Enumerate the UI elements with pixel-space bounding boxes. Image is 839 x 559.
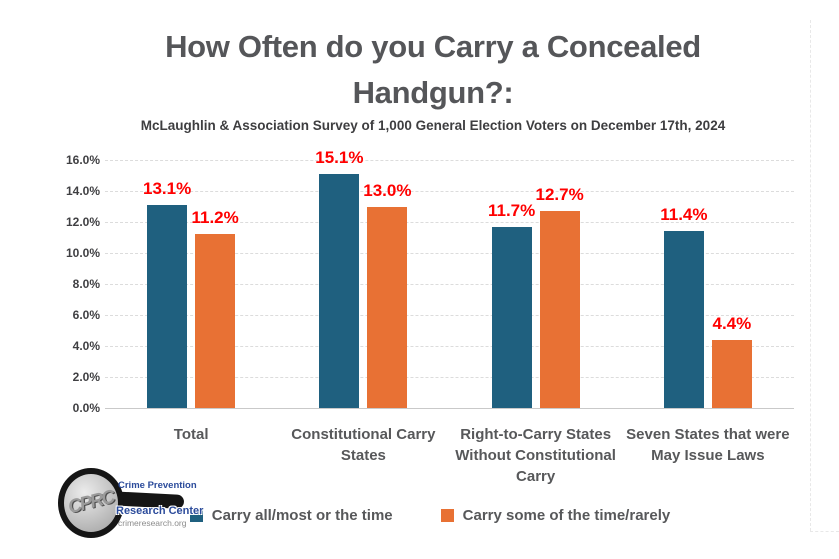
gridline bbox=[105, 191, 794, 192]
bar-series2: 13.0% bbox=[363, 181, 411, 408]
bar-series1: 13.1% bbox=[143, 179, 191, 408]
logo-org-line1: Crime Prevention bbox=[118, 480, 197, 491]
gridline bbox=[105, 408, 794, 409]
gridline bbox=[105, 160, 794, 161]
gridline bbox=[105, 284, 794, 285]
gridline bbox=[105, 222, 794, 223]
gridline bbox=[105, 253, 794, 254]
y-tick-label: 14.0% bbox=[65, 184, 100, 198]
plot-area: 13.1% 11.2% 15.1% 13.0% 11.7% 12.7% 11.4% 4.4% bbox=[105, 148, 794, 409]
legend-label: Carry all/most or the time bbox=[211, 507, 393, 524]
bar-value-label: 11.7% bbox=[487, 200, 536, 220]
y-tick-label: 6.0% bbox=[72, 308, 100, 322]
y-tick-label: 16.0% bbox=[65, 153, 100, 167]
bar-group: 15.1% 13.0% bbox=[277, 148, 449, 408]
bar-series2: 11.2% bbox=[191, 208, 239, 408]
y-tick-label: 10.0% bbox=[65, 246, 100, 260]
chart-title: How Often do you Carry a Concealed Handg… bbox=[165, 29, 701, 110]
y-tick-label: 2.0% bbox=[72, 370, 100, 384]
logo-website: crimeresearch.org bbox=[118, 518, 187, 528]
bar-series1: 15.1% bbox=[315, 148, 363, 408]
spreadsheet-gridline-horizontal bbox=[810, 531, 839, 532]
bar-group: 11.4% 4.4% bbox=[622, 160, 794, 408]
gridline bbox=[105, 377, 794, 378]
bar-value-label: 4.4% bbox=[712, 313, 752, 333]
legend-swatch-icon bbox=[440, 509, 454, 522]
bar-value-label: 15.1% bbox=[315, 147, 364, 167]
legend-item: Carry some of the time/rarely bbox=[440, 507, 671, 524]
magnifier-icon: CPRC bbox=[58, 468, 124, 538]
cprc-logo: CPRC Crime Prevention Research Center cr… bbox=[58, 462, 203, 542]
legend-label: Carry some of the time/rarely bbox=[462, 507, 671, 524]
bar-value-label: 11.2% bbox=[191, 208, 239, 228]
bar-value-label: 12.7% bbox=[535, 185, 584, 205]
logo-monogram: CPRC bbox=[66, 486, 116, 519]
category-labels: Total Constitutional Carry States Right-to… bbox=[105, 424, 794, 487]
bar-groups: 13.1% 11.2% 15.1% 13.0% 11.7% 12.7% 11.4% 4.4% bbox=[105, 148, 794, 408]
y-tick-label: 4.0% bbox=[72, 339, 100, 353]
spreadsheet-gridline-vertical bbox=[810, 20, 811, 531]
bar-group: 13.1% 11.2% bbox=[105, 160, 277, 408]
bar-value-label: 11.4% bbox=[660, 205, 708, 225]
chart-subtitle: McLaughlin & Association Survey of 1,000… bbox=[140, 118, 726, 133]
category-label: Right-to-Carry States Without Constituti… bbox=[455, 426, 616, 485]
category-label: Seven States that were May Issue Laws bbox=[626, 426, 790, 464]
gridline bbox=[105, 315, 794, 316]
legend-swatch-icon bbox=[189, 509, 203, 522]
legend: Carry all/most or the time Carry some of … bbox=[60, 507, 800, 524]
y-tick-label: 0.0% bbox=[72, 401, 100, 415]
bar-series2: 4.4% bbox=[711, 314, 752, 408]
y-tick-label: 12.0% bbox=[65, 215, 100, 229]
logo-org-line2: Research Center bbox=[116, 505, 204, 517]
bar-series2: 12.7% bbox=[536, 185, 584, 408]
category-label: Constitutional Carry States bbox=[291, 426, 436, 464]
legend-item: Carry all/most or the time bbox=[189, 507, 393, 524]
bar-value-label: 13.1% bbox=[143, 178, 192, 198]
y-tick-label: 8.0% bbox=[72, 277, 100, 291]
bar-value-label: 13.0% bbox=[363, 180, 412, 200]
gridline bbox=[105, 346, 794, 347]
category-label: Total bbox=[173, 426, 209, 443]
y-axis: 0.0% 2.0% 4.0% 6.0% 8.0% 10.0% 12.0% 14.0% 16.0% bbox=[35, 153, 100, 415]
bar-group: 11.7% 12.7% bbox=[450, 160, 622, 408]
bar-series1: 11.7% bbox=[488, 201, 535, 408]
bar-series1: 11.4% bbox=[660, 205, 708, 408]
